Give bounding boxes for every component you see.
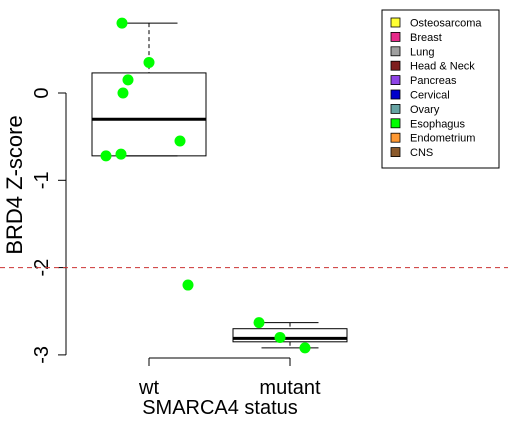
x-axis-label: SMARCA4 status — [142, 397, 298, 419]
y-tick-label: -2 — [31, 259, 53, 277]
data-point — [299, 342, 311, 354]
data-point — [253, 317, 265, 329]
box-iqr — [232, 328, 348, 343]
boxes — [91, 22, 348, 349]
box-iqr — [91, 72, 207, 157]
legend-swatch — [390, 17, 401, 28]
legend-label: Endometrium — [410, 133, 475, 145]
y-tick-label: -3 — [31, 346, 53, 364]
legend-swatch — [390, 89, 401, 100]
legend-swatch — [390, 147, 401, 158]
data-point — [116, 17, 128, 29]
legend-label: Head & Neck — [410, 61, 475, 73]
data-point — [182, 279, 194, 291]
y-tick-label: 0 — [31, 87, 53, 98]
x-tick-label: wt — [138, 377, 159, 399]
legend-label: Breast — [410, 32, 442, 44]
legend-swatch — [390, 118, 401, 129]
data-point — [122, 74, 134, 86]
legend-label: Esophagus — [410, 118, 466, 130]
data-point — [174, 135, 186, 147]
legend-swatch — [390, 32, 401, 42]
data-point — [115, 148, 127, 160]
data-point — [100, 150, 112, 162]
data-point — [274, 331, 286, 343]
legend-swatch — [390, 75, 401, 85]
legend-label: Cervical — [410, 90, 450, 102]
box-mutant — [232, 322, 348, 349]
box-wt — [91, 22, 207, 157]
legend-label: Pancreas — [410, 75, 457, 87]
legend-swatch — [390, 132, 401, 143]
legend-label: Ovary — [410, 104, 440, 116]
legend-label: Osteosarcoma — [410, 18, 482, 30]
y-axis-label: BRD4 Z-score — [2, 115, 27, 254]
data-point — [117, 87, 129, 99]
legend-box — [381, 9, 500, 169]
legend-swatch — [390, 60, 401, 71]
axes: 0 -1 -2 -3 wt mutant — [31, 87, 321, 399]
data-point — [143, 56, 155, 68]
legend: Osteosarcoma Breast Lung Head & Neck Pancrea… — [381, 9, 500, 169]
legend-label: CNS — [410, 147, 433, 159]
x-tick-label: mutant — [259, 377, 321, 399]
legend-label: Lung — [410, 46, 434, 58]
legend-swatch — [390, 104, 401, 114]
y-tick-label: -1 — [31, 171, 53, 189]
data-points — [100, 17, 311, 354]
legend-swatch — [390, 46, 401, 57]
